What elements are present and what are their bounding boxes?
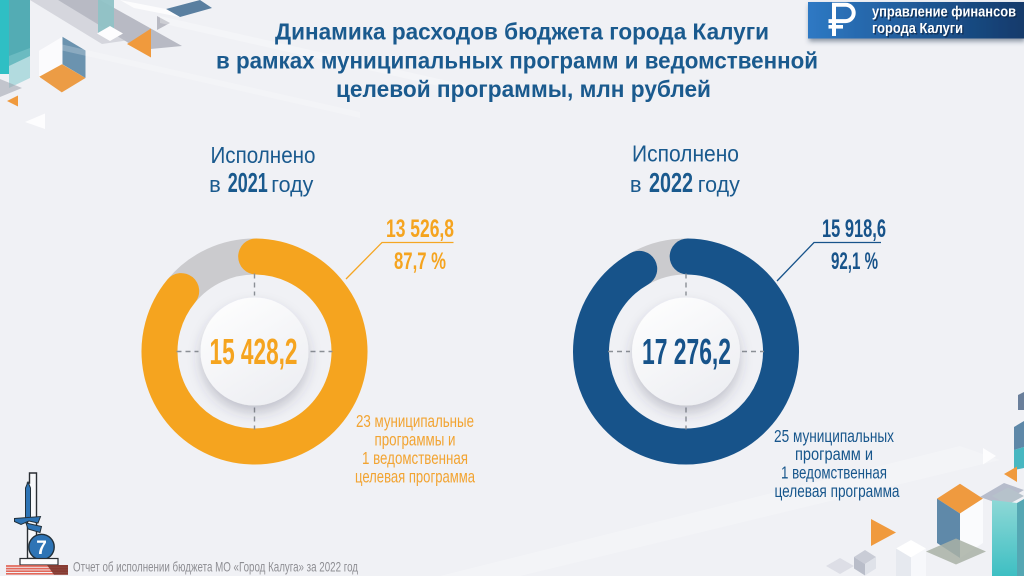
svg-text:1 ведомственная: 1 ведомственная xyxy=(362,448,468,468)
svg-text:15 918,6: 15 918,6 xyxy=(822,215,886,243)
svg-text:13 526,8: 13 526,8 xyxy=(386,215,454,243)
svg-text:в: в xyxy=(630,172,642,197)
svg-text:7: 7 xyxy=(36,538,47,559)
svg-text:в: в xyxy=(209,172,221,197)
svg-text:целевая программа: целевая программа xyxy=(355,467,475,487)
svg-text:управление финансов: управление финансов xyxy=(872,5,1016,21)
svg-text:программ и: программ и xyxy=(795,444,873,464)
svg-text:17 276,2: 17 276,2 xyxy=(642,331,731,372)
svg-text:92,1 %: 92,1 % xyxy=(831,248,878,275)
svg-text:87,7 %: 87,7 % xyxy=(394,248,446,275)
svg-text:15 428,2: 15 428,2 xyxy=(210,331,298,372)
svg-text:целевой программы, млн рублей: целевой программы, млн рублей xyxy=(336,76,711,102)
svg-text:году: году xyxy=(271,172,313,197)
svg-text:в рамках муниципальных програм: в рамках муниципальных программ и ведомс… xyxy=(216,48,818,74)
svg-text:управление финансов: управление финансов xyxy=(873,6,1017,22)
svg-text:году: году xyxy=(698,172,740,197)
svg-text:Исполнено: Исполнено xyxy=(632,141,739,167)
svg-text:города Калуги: города Калуги xyxy=(872,21,963,37)
svg-text:2021: 2021 xyxy=(228,167,268,198)
svg-text:Исполнено: Исполнено xyxy=(211,142,316,168)
svg-text:23 муниципальные: 23 муниципальные xyxy=(356,411,474,431)
svg-text:1 ведомственная: 1 ведомственная xyxy=(781,463,887,483)
svg-text:Отчет об исполнении бюджета МО: Отчет об исполнении бюджета МО «Город Ка… xyxy=(73,559,358,575)
svg-text:города Калуги: города Калуги xyxy=(873,22,964,38)
svg-text:программы и: программы и xyxy=(375,430,456,450)
svg-text:Динамика расходов бюджета горо: Динамика расходов бюджета города Калуги xyxy=(275,19,769,45)
svg-text:целевая программа: целевая программа xyxy=(775,481,900,501)
svg-text:2022: 2022 xyxy=(649,167,693,198)
svg-text:25 муниципальных: 25 муниципальных xyxy=(774,426,894,446)
